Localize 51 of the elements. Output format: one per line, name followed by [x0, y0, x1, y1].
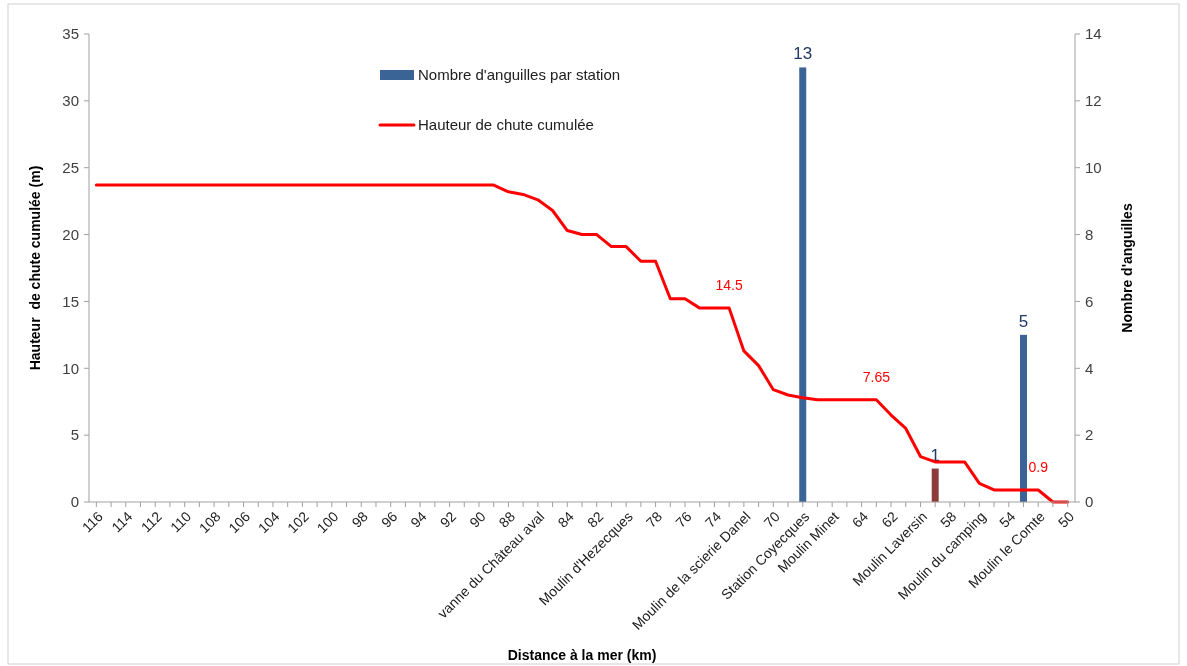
data-label: 7.65 [862, 368, 891, 385]
data-label: 13 [793, 44, 813, 64]
x-tick-label: 90 [466, 508, 489, 531]
line-series [94, 183, 1070, 504]
x-tick-label: 94 [407, 508, 430, 531]
x-tick-label: 114 [108, 508, 136, 536]
y2-tick-label: 10 [1085, 158, 1102, 176]
y2-tick-label: 8 [1085, 225, 1094, 243]
y-tick-label: 5 [70, 426, 79, 444]
y2-tick-label: 14 [1085, 25, 1102, 43]
bar [1019, 334, 1027, 502]
x-tick-label: 50 [1054, 508, 1078, 531]
x-axis-title: Distance à la mer (km) [507, 647, 657, 663]
y-tick-label: 20 [62, 225, 79, 243]
x-tick-label: 74 [701, 508, 725, 531]
x-tick-label: 64 [848, 508, 872, 531]
x-tick-label: 104 [254, 508, 283, 537]
y2-tick-label: 2 [1085, 426, 1094, 444]
data-label: 14.5 [715, 277, 743, 294]
y2-axis-title: Nombre d'anguilles [1119, 203, 1135, 333]
y2-tick-label: 12 [1085, 92, 1102, 110]
y-tick-label: 30 [62, 92, 79, 110]
x-tick-label: 76 [672, 508, 695, 531]
x-tick-label: 96 [377, 508, 401, 531]
x-tick-label: 108 [195, 508, 224, 537]
bar [799, 67, 807, 502]
y2-tick-label: 0 [1085, 493, 1094, 511]
y2-tick-label: 6 [1085, 292, 1094, 310]
x-tick-label: 116 [78, 508, 107, 536]
y-tick-label: 25 [62, 158, 79, 176]
data-label: 5 [1018, 311, 1029, 331]
x-tick-label: 78 [642, 508, 666, 531]
bar [931, 468, 939, 502]
x-tick-label: 112 [137, 508, 165, 536]
x-tick-label: 92 [436, 508, 460, 531]
y-tick-label: 10 [62, 359, 79, 377]
y-tick-label: 0 [70, 493, 79, 511]
x-tick-label: 84 [554, 508, 578, 531]
y-axis-title: Hauteur de chute cumulée (m) [27, 165, 43, 371]
x-tick-label: 110 [167, 508, 195, 536]
x-tick-label: 102 [284, 508, 313, 537]
y2-tick-label: 4 [1085, 359, 1094, 377]
legend-label: Nombre d'anguilles par station [418, 66, 621, 84]
data-label: 0.9 [1028, 458, 1049, 475]
y-tick-label: 35 [62, 25, 79, 43]
y-tick-label: 15 [62, 292, 79, 310]
x-tick-label: 106 [225, 508, 254, 537]
legend-label: Hauteur de chute cumulée [418, 116, 594, 134]
x-tick-label: 88 [495, 508, 519, 531]
x-tick-label: 98 [348, 508, 371, 531]
x-tick-label: 100 [313, 508, 342, 537]
